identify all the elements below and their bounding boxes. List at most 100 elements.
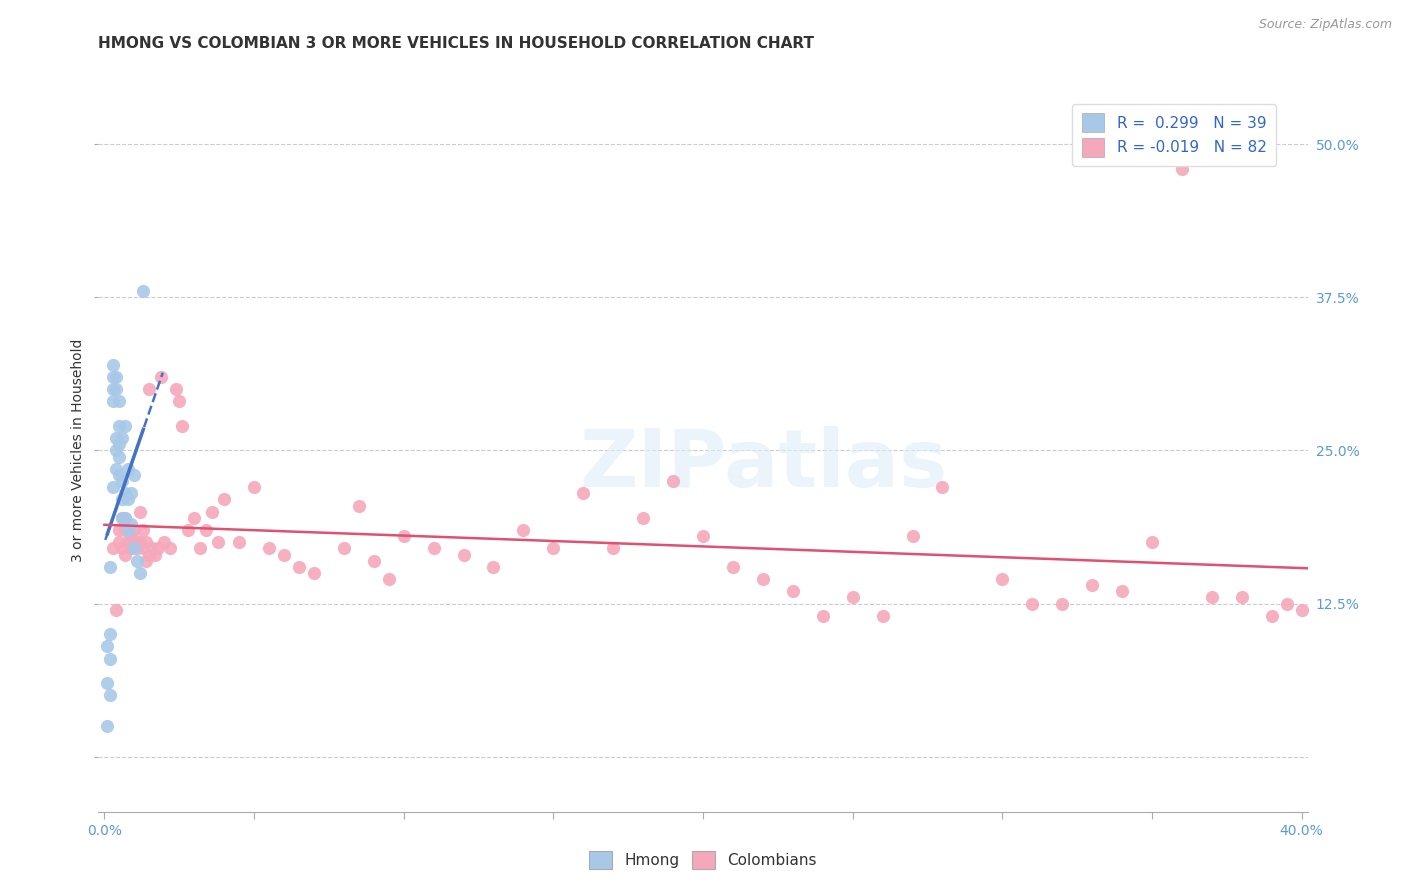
Point <box>120 486 142 500</box>
Point <box>150 370 173 384</box>
Point <box>103 541 125 556</box>
Point <box>135 554 157 568</box>
Point <box>127 541 149 556</box>
Point <box>662 474 685 488</box>
Point <box>108 467 131 482</box>
Point <box>212 492 235 507</box>
Point <box>811 608 834 623</box>
Point <box>172 419 194 434</box>
Point <box>103 480 125 494</box>
Point <box>105 370 128 384</box>
Point <box>120 529 142 543</box>
Point <box>333 541 356 556</box>
Point <box>117 535 139 549</box>
Point <box>177 523 200 537</box>
Point <box>363 554 385 568</box>
Point <box>243 480 266 494</box>
Point <box>108 535 131 549</box>
Point <box>602 541 624 556</box>
Point <box>103 382 125 396</box>
Point <box>111 492 134 507</box>
Point <box>1230 591 1253 605</box>
Point <box>288 559 311 574</box>
Point <box>1275 597 1298 611</box>
Point <box>129 566 152 580</box>
Point <box>114 523 136 537</box>
Point <box>901 529 924 543</box>
Point <box>153 535 176 549</box>
Point <box>103 370 125 384</box>
Point <box>111 541 134 556</box>
Point <box>782 584 804 599</box>
Point <box>100 559 122 574</box>
Point <box>129 505 152 519</box>
Point <box>872 608 894 623</box>
Point <box>111 511 134 525</box>
Point <box>183 511 205 525</box>
Point <box>111 474 134 488</box>
Point <box>114 548 136 562</box>
Point <box>100 689 122 703</box>
Point <box>96 719 118 733</box>
Point <box>96 676 118 690</box>
Point <box>228 535 250 549</box>
Point <box>105 431 128 445</box>
Point <box>167 394 190 409</box>
Point <box>512 523 534 537</box>
Point <box>132 285 155 299</box>
Point <box>1081 578 1104 592</box>
Point <box>100 651 122 665</box>
Point <box>132 523 155 537</box>
Point <box>105 602 128 616</box>
Point <box>572 486 595 500</box>
Point <box>392 529 415 543</box>
Point <box>129 535 152 549</box>
Point <box>105 382 128 396</box>
Point <box>120 541 142 556</box>
Point <box>195 523 218 537</box>
Point <box>135 535 157 549</box>
Point <box>543 541 565 556</box>
Point <box>124 467 146 482</box>
Point <box>114 419 136 434</box>
Legend: Hmong, Colombians: Hmong, Colombians <box>583 845 823 875</box>
Point <box>377 572 399 586</box>
Point <box>721 559 744 574</box>
Point <box>931 480 953 494</box>
Point <box>1111 584 1133 599</box>
Point <box>124 541 146 556</box>
Point <box>991 572 1014 586</box>
Point <box>127 535 149 549</box>
Point <box>273 548 295 562</box>
Point <box>124 523 146 537</box>
Point <box>1050 597 1073 611</box>
Point <box>111 431 134 445</box>
Point <box>841 591 863 605</box>
Point <box>141 541 163 556</box>
Point <box>752 572 775 586</box>
Text: Source: ZipAtlas.com: Source: ZipAtlas.com <box>1258 18 1392 31</box>
Point <box>138 382 160 396</box>
Point <box>257 541 280 556</box>
Point <box>132 541 155 556</box>
Point <box>105 462 128 476</box>
Point <box>117 462 139 476</box>
Point <box>422 541 444 556</box>
Point <box>1140 535 1163 549</box>
Point <box>207 535 229 549</box>
Point <box>1171 161 1194 176</box>
Point <box>100 627 122 641</box>
Point <box>143 548 166 562</box>
Point <box>127 554 149 568</box>
Point <box>165 382 187 396</box>
Point <box>96 640 118 654</box>
Point <box>631 511 654 525</box>
Point <box>148 541 170 556</box>
Point <box>117 492 139 507</box>
Point <box>108 437 131 451</box>
Point <box>138 548 160 562</box>
Point <box>1260 608 1282 623</box>
Point <box>201 505 224 519</box>
Point <box>108 394 131 409</box>
Point <box>103 394 125 409</box>
